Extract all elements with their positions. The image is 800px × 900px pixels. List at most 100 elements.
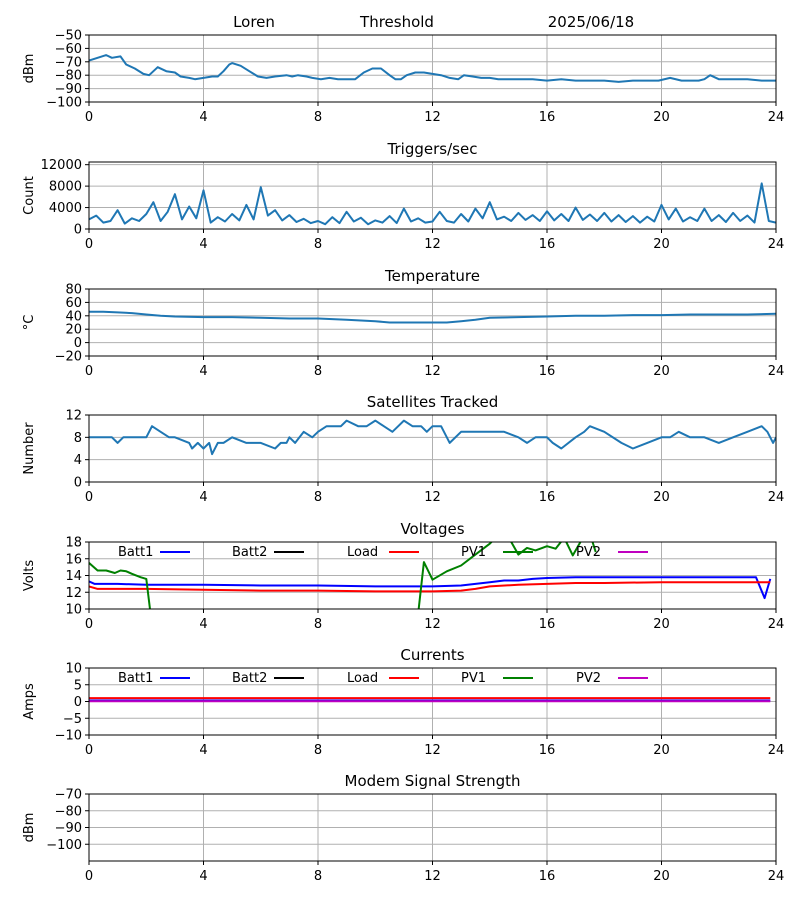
satellites-xtick-label: 24 (768, 490, 785, 505)
satellites-xtick-label: 4 (199, 490, 207, 505)
satellites-panel: 0 4 8 12 16 20 24 0 4 8 12 Satellites Tracked Number (22, 393, 784, 505)
currents-ytick-label: 10 (65, 662, 82, 677)
triggers-xtick-label: 16 (539, 237, 556, 252)
temperature-series (89, 310, 776, 324)
threshold-xtick-label: 8 (314, 110, 322, 125)
voltages-ytick-label: 16 (65, 552, 82, 567)
voltages-xtick-label: 0 (85, 617, 93, 632)
modem-ytick-label: −90 (55, 821, 82, 836)
voltages-ytick-label: 14 (65, 569, 82, 584)
currents-ytick-label: 0 (74, 695, 82, 710)
threshold-series (89, 54, 776, 83)
currents-ytick-label: −10 (55, 729, 82, 744)
voltages-xtick-label: 8 (314, 617, 322, 632)
modem-ytick-label: −80 (55, 804, 82, 819)
modem-xtick-label: 8 (314, 869, 322, 884)
currents-legend-pv1: PV1 (461, 671, 486, 686)
voltages-series-batt1 (89, 576, 772, 600)
modem-xtick-label: 0 (85, 869, 93, 884)
satellites-ytick-label: 12 (65, 409, 82, 424)
temperature-ytick-label: 0 (74, 336, 82, 351)
triggers-xtick-label: 24 (768, 237, 785, 252)
threshold-ytick-label: −80 (55, 69, 82, 84)
modem-title: Modem Signal Strength (345, 772, 521, 790)
voltages-ytick-label: 12 (65, 586, 82, 601)
currents-legend-load: Load (347, 671, 378, 686)
temperature-ytick-label: 80 (65, 283, 82, 298)
threshold-panel: 0 4 8 12 16 20 24 −100−90−80−70−60−50 dBm (22, 29, 784, 126)
threshold-xtick-label: 12 (424, 110, 441, 125)
modem-ytick-label: −70 (55, 788, 82, 803)
modem-panel: 0 4 8 12 16 20 24 −100 −90 −80−70 Modem Signal Str… (22, 772, 784, 884)
triggers-title: Triggers/sec (387, 140, 478, 158)
currents-xtick-label: 4 (199, 743, 207, 758)
threshold-ytick-label: −100 (46, 96, 82, 111)
currents-series (89, 697, 771, 703)
threshold-ytick-label: −60 (55, 42, 82, 57)
triggers-series-0 (89, 182, 776, 226)
voltages-xtick-label: 16 (539, 617, 556, 632)
currents-ylabel: Amps (22, 683, 37, 720)
modem-xtick-label: 4 (199, 869, 207, 884)
triggers-ytick-label: 0 (74, 223, 82, 238)
currents-xtick-label: 16 (539, 743, 556, 758)
threshold-xtick-label: 24 (768, 110, 785, 125)
threshold-xtick-label: 4 (199, 110, 207, 125)
header-label: Threshold (359, 13, 434, 31)
threshold-ytick-label: −90 (55, 82, 82, 97)
currents-legend-batt2: Batt2 (232, 671, 267, 686)
currents-xtick-label: 8 (314, 743, 322, 758)
triggers-xtick-label: 20 (653, 237, 670, 252)
voltages-ylabel: Volts (22, 560, 37, 592)
triggers-ytick-label: 12000 (41, 158, 82, 173)
threshold-xtick-label: 0 (85, 110, 93, 125)
currents-legend-pv2: PV2 (576, 671, 601, 686)
header-date: 2025/06/18 (548, 13, 634, 31)
currents-panel: 0 4 8 12 16 20 24 −10 −5 0 510 Currents Amps Batt1 Bat… (22, 646, 784, 758)
modem-xtick-label: 24 (768, 869, 785, 884)
triggers-series (89, 182, 776, 226)
satellites-ytick-label: 4 (74, 453, 82, 468)
satellites-ytick-label: 8 (74, 431, 82, 446)
triggers-panel: 0 4 8 12 16 20 24 0 4000 8000 12000 Triggers/sec Cou… (22, 140, 784, 252)
triggers-xtick-label: 4 (199, 237, 207, 252)
triggers-ytick-label: 4000 (49, 201, 82, 216)
temperature-ytick-label: 40 (65, 309, 82, 324)
satellites-xtick-label: 8 (314, 490, 322, 505)
satellites-xtick-label: 20 (653, 490, 670, 505)
modem-xtick-label: 12 (424, 869, 441, 884)
threshold-ylabel: dBm (22, 54, 37, 84)
voltages-legend-load: Load (347, 545, 378, 560)
voltages-xtick-label: 20 (653, 617, 670, 632)
temperature-title: Temperature (384, 267, 480, 285)
temperature-xtick-label: 8 (314, 364, 322, 379)
satellites-xtick-label: 0 (85, 490, 93, 505)
satellites-xtick-label: 12 (424, 490, 441, 505)
voltages-ytick-label: 18 (65, 536, 82, 551)
modem-ytick-label: −100 (46, 838, 82, 853)
voltages-ytick-label: 10 (65, 603, 82, 618)
voltages-xtick-label: 24 (768, 617, 785, 632)
temperature-xtick-label: 12 (424, 364, 441, 379)
triggers-xtick-label: 0 (85, 237, 93, 252)
triggers-xtick-label: 8 (314, 237, 322, 252)
voltages-series (89, 542, 772, 609)
modem-xtick-label: 20 (653, 869, 670, 884)
satellites-series (89, 419, 776, 456)
voltages-legend-batt1: Batt1 (118, 545, 153, 560)
temperature-ytick-label: −20 (55, 350, 82, 365)
satellites-ytick-label: 0 (74, 476, 82, 491)
currents-legend-batt1: Batt1 (118, 671, 153, 686)
triggers-ylabel: Count (22, 176, 37, 215)
triggers-xtick-label: 12 (424, 237, 441, 252)
satellites-xtick-label: 16 (539, 490, 556, 505)
currents-xtick-label: 24 (768, 743, 785, 758)
threshold-series-0 (89, 54, 776, 83)
satellites-ylabel: Number (22, 422, 37, 475)
threshold-xtick-label: 16 (539, 110, 556, 125)
voltages-xtick-label: 12 (424, 617, 441, 632)
